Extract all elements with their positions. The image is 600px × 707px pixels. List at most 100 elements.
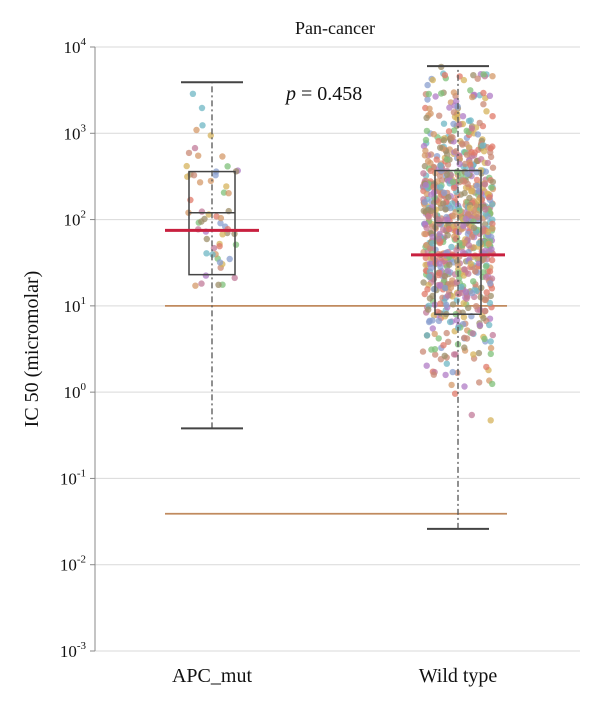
data-point: [420, 170, 427, 177]
data-point: [424, 81, 431, 89]
y-tick-label: 10-3: [60, 640, 87, 661]
data-point: [207, 177, 215, 185]
data-point: [430, 189, 437, 196]
data-point: [468, 125, 476, 132]
data-point: [488, 256, 496, 264]
data-point: [225, 190, 232, 197]
data-point: [440, 342, 447, 349]
data-point: [470, 351, 477, 358]
data-point: [456, 239, 463, 247]
data-point: [446, 104, 453, 111]
data-point: [420, 207, 427, 214]
data-point: [489, 225, 496, 232]
data-point: [487, 153, 495, 161]
data-point: [195, 152, 202, 159]
data-point: [444, 216, 451, 224]
data-point: [423, 224, 430, 232]
data-point: [443, 156, 451, 163]
data-point: [489, 178, 497, 186]
data-point: [219, 153, 226, 160]
data-point: [482, 307, 489, 315]
data-point: [437, 184, 444, 191]
data-point: [474, 214, 481, 221]
data-point: [465, 117, 473, 125]
data-point: [435, 216, 442, 223]
data-point: [474, 75, 481, 82]
data-point: [470, 278, 477, 285]
data-point: [489, 220, 496, 227]
data-point: [442, 371, 449, 379]
data-point: [426, 273, 433, 280]
data-point: [437, 300, 444, 307]
data-point: [458, 140, 466, 147]
data-point: [216, 259, 224, 266]
data-point: [451, 127, 458, 134]
data-point: [460, 313, 468, 321]
data-point: [423, 127, 431, 135]
data-point: [446, 318, 454, 326]
data-point: [462, 215, 470, 223]
data-point: [429, 325, 436, 332]
data-point: [469, 93, 476, 101]
data-point: [486, 321, 493, 329]
y-tick-label: 100: [64, 381, 87, 402]
data-point: [442, 284, 449, 292]
data-point: [193, 126, 200, 134]
data-point: [217, 220, 224, 227]
data-point: [470, 218, 477, 225]
data-point: [440, 200, 447, 207]
data-point: [479, 142, 486, 149]
data-point: [198, 218, 205, 225]
data-point: [466, 204, 474, 212]
grid-lines: [95, 46, 580, 652]
data-point: [458, 283, 465, 291]
data-point: [463, 295, 470, 302]
data-point: [441, 273, 449, 280]
data-point: [450, 351, 458, 358]
data-point: [456, 207, 463, 214]
y-tick-label: 101: [64, 295, 87, 316]
data-point: [421, 290, 428, 298]
data-point: [183, 162, 190, 170]
data-point: [199, 122, 206, 129]
data-point: [423, 114, 430, 122]
y-tick-label: 10-1: [60, 467, 86, 488]
data-point: [470, 72, 477, 79]
data-point: [424, 286, 431, 293]
data-point: [473, 303, 480, 310]
data-point: [428, 346, 435, 353]
data-point: [480, 228, 487, 235]
data-point: [198, 104, 206, 112]
data-point: [427, 167, 434, 174]
data-point: [430, 131, 437, 138]
data-point: [488, 246, 495, 253]
y-tick-label: 10-2: [60, 554, 86, 575]
data-point: [476, 119, 483, 127]
data-point: [467, 161, 474, 169]
data-point: [231, 274, 238, 282]
data-point: [448, 243, 455, 251]
data-point: [447, 284, 455, 291]
x-category-label: Wild type: [419, 665, 498, 687]
data-point: [426, 245, 434, 252]
data-point: [452, 235, 459, 242]
data-point: [190, 172, 198, 179]
data-point: [440, 120, 448, 127]
data-point: [437, 162, 444, 169]
data-point: [198, 208, 206, 215]
data-point: [465, 144, 473, 151]
data-point: [487, 280, 494, 287]
data-point: [435, 271, 442, 279]
data-point: [219, 231, 226, 238]
data-point: [461, 334, 468, 341]
data-point: [443, 171, 451, 178]
data-point: [469, 330, 476, 337]
data-point: [475, 349, 483, 357]
data-point: [489, 331, 496, 339]
data-point: [440, 226, 447, 233]
data-point: [217, 214, 225, 222]
data-point: [436, 112, 443, 119]
data-point: [483, 294, 490, 302]
data-point: [449, 134, 456, 141]
data-point: [436, 230, 443, 238]
